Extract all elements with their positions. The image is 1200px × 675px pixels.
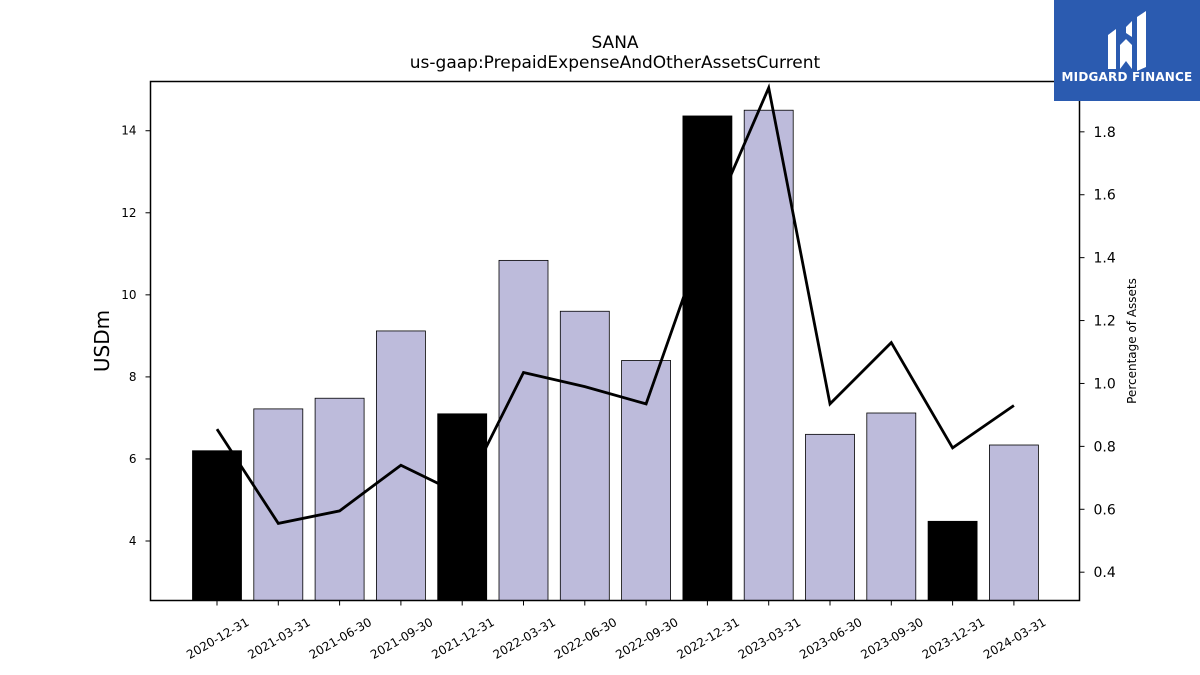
- x-tick-label: 2022-09-30: [613, 615, 680, 662]
- chart-subtitle: us-gaap:PrepaidExpenseAndOtherAssetsCurr…: [410, 53, 821, 73]
- line-group: [215, 83, 1015, 525]
- x-tick-label: 2022-12-31: [674, 615, 741, 662]
- y2-axis-label: Percentage of Assets: [1125, 278, 1139, 404]
- x-axis: 2020-12-312021-03-312021-06-302021-09-30…: [184, 600, 1048, 662]
- x-tick-label: 2024-03-31: [981, 615, 1048, 662]
- y2-tick-label: 1.6: [1094, 188, 1116, 204]
- logo-text: MIDGARD FINANCE: [1061, 70, 1193, 84]
- right-axis: 0.4 0.6 0.8 1.0 1.2 1.4 1.6 1.8: [1079, 125, 1116, 581]
- chart-title: SANA: [591, 33, 638, 53]
- bars-group: [192, 109, 1039, 601]
- y2-tick-label: 0.8: [1094, 439, 1116, 455]
- bar-2023-12-31: [927, 520, 978, 601]
- y-tick-label: 10: [121, 288, 136, 302]
- bar-2023-09-30: [866, 412, 917, 601]
- bar-2022-06-30: [559, 310, 610, 601]
- y-axis-label: USDm: [90, 310, 114, 372]
- bar-2023-06-30: [805, 433, 855, 601]
- x-tick-label: 2021-06-30: [307, 615, 374, 662]
- bar-2020-12-31: [192, 450, 242, 601]
- x-tick-label: 2023-03-31: [736, 615, 803, 662]
- x-tick-label: 2022-03-31: [491, 615, 558, 662]
- percentage-line: [215, 83, 1015, 525]
- x-tick-label: 2023-09-30: [858, 615, 925, 662]
- x-tick-label: 2023-06-30: [797, 615, 864, 662]
- y-tick-label: 6: [129, 452, 137, 466]
- bar-2022-03-31: [498, 259, 549, 601]
- y2-tick-label: 1.0: [1094, 376, 1116, 392]
- bar-2022-09-30: [621, 360, 671, 601]
- y2-tick-label: 1.2: [1094, 314, 1116, 330]
- x-tick-label: 2021-12-31: [429, 615, 496, 662]
- y-tick-label: 8: [129, 370, 137, 384]
- y-tick-label: 4: [129, 534, 137, 548]
- bar-2023-03-31: [743, 109, 794, 601]
- y2-tick-label: 0.4: [1094, 565, 1116, 581]
- y-tick-label: 12: [121, 206, 136, 220]
- bar-2024-03-31: [989, 444, 1039, 601]
- x-tick-label: 2022-06-30: [552, 615, 619, 662]
- x-tick-label: 2020-12-31: [184, 615, 251, 662]
- logo-mark-icon: [1108, 11, 1146, 71]
- x-tick-label: 2023-12-31: [920, 615, 987, 662]
- y-tick-label: 14: [121, 124, 136, 138]
- plot-frame: [149, 80, 1081, 602]
- y2-tick-label: 1.8: [1094, 125, 1116, 141]
- y2-tick-label: 0.6: [1094, 502, 1116, 518]
- bar-2022-12-31: [682, 115, 733, 601]
- left-axis: 4 6 8 10 12 14: [121, 124, 151, 548]
- midgard-finance-logo: MIDGARD FINANCE: [1054, 0, 1200, 101]
- x-tick-label: 2021-09-30: [368, 615, 435, 662]
- bar-2021-12-31: [437, 413, 488, 601]
- y2-tick-label: 1.4: [1094, 251, 1116, 267]
- x-tick-label: 2021-03-31: [245, 615, 312, 662]
- bar-2021-03-31: [253, 408, 304, 601]
